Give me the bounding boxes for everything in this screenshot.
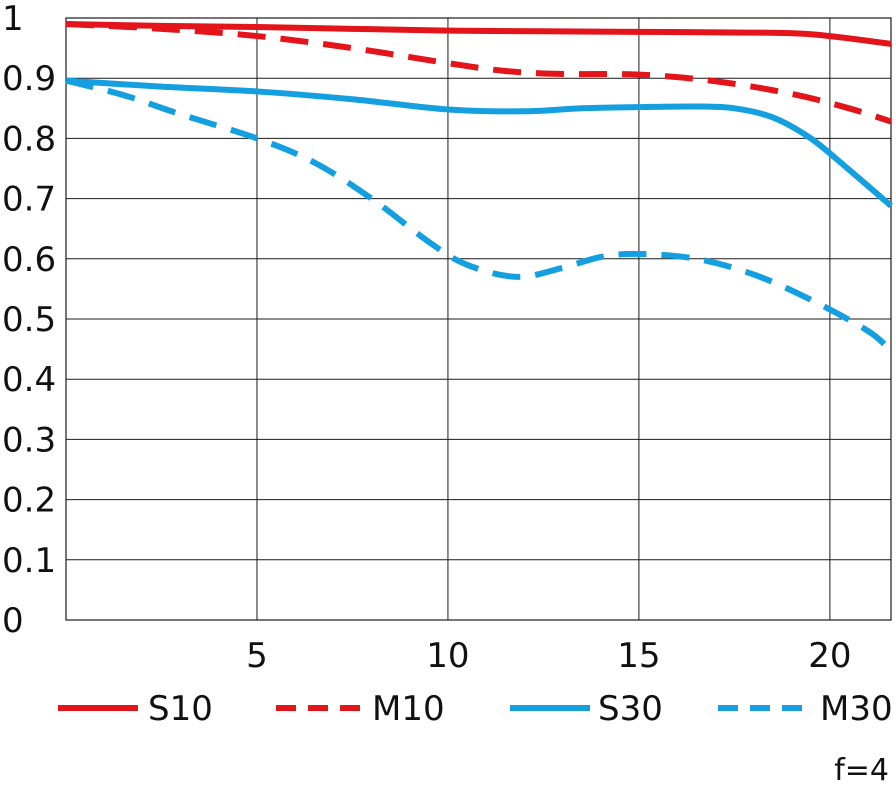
y-tick-label: 0.8	[2, 119, 56, 159]
legend: S10 M10 S30 M30	[58, 689, 893, 729]
axis-layer: 00.10.20.30.40.50.60.70.80.915 10 15 20	[2, 0, 852, 676]
y-tick-label: 0.1	[2, 541, 56, 581]
y-tick-label: 0	[2, 601, 24, 641]
plot-frame	[65, 17, 892, 621]
legend-label-s30: S30	[598, 689, 663, 729]
grid-layer	[65, 17, 892, 621]
y-tick-label: 0.7	[2, 180, 56, 220]
series-line-s10	[65, 21, 892, 47]
y-tick-label: 0.2	[2, 481, 56, 521]
x-tick-label: 5	[246, 636, 268, 676]
legend-label-m30: M30	[820, 689, 893, 729]
aperture-annotation: f=4	[834, 753, 889, 788]
series-line-s30	[65, 77, 893, 209]
series-layer	[65, 21, 894, 354]
series-line-m30	[65, 77, 894, 354]
y-tick-label: 0.6	[2, 240, 56, 280]
y-tick-label: 1	[2, 0, 24, 39]
y-tick-label: 0.9	[2, 59, 56, 99]
legend-label-m10: M10	[372, 689, 445, 729]
legend-label-s10: S10	[148, 689, 213, 729]
series-line-m10	[65, 21, 892, 125]
x-tick-label: 10	[426, 636, 469, 676]
x-tick-label: 15	[617, 636, 660, 676]
y-tick-label: 0.3	[2, 420, 56, 460]
y-tick-label: 0.4	[2, 360, 56, 400]
x-tick-label: 20	[808, 636, 851, 676]
y-tick-label: 0.5	[2, 300, 56, 340]
